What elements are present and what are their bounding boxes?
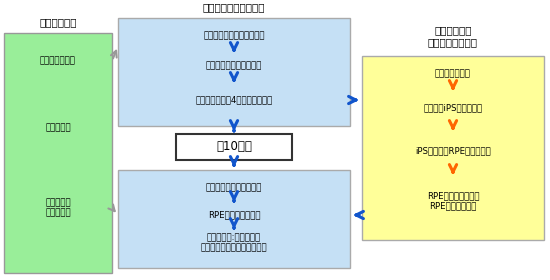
FancyBboxPatch shape [176, 134, 292, 160]
Text: RPE細胞を増やして
RPEシートを作製: RPE細胞を増やして RPEシートを作製 [427, 191, 479, 211]
Text: 適格性の検査・二次登録: 適格性の検査・二次登録 [206, 183, 262, 193]
Text: 適格性の検査・一次登録: 適格性の検査・一次登録 [206, 62, 262, 71]
Text: 患者由来iPS細胞の作製: 患者由来iPS細胞の作製 [424, 104, 482, 113]
Text: 先端医療センター病院: 先端医療センター病院 [203, 2, 265, 12]
Text: 中央市民病院: 中央市民病院 [39, 17, 77, 27]
Text: 観察と評価:移植後１年
観察終了後３年まで追跡調査: 観察と評価:移植後１年 観察終了後３年まで追跡調査 [201, 233, 267, 253]
Text: 対象患者の選定: 対象患者の選定 [40, 57, 76, 66]
FancyBboxPatch shape [4, 33, 112, 273]
Text: 一部の検査: 一部の検査 [45, 123, 71, 132]
FancyBboxPatch shape [118, 170, 350, 268]
Text: 皮膚細胞の培養: 皮膚細胞の培養 [435, 69, 471, 78]
Text: 術中術後の
緊急時対応: 術中術後の 緊急時対応 [45, 198, 71, 218]
Text: 理化学研究所
（細胞培養施設）: 理化学研究所 （細胞培養施設） [428, 25, 478, 47]
Text: 臨床研究の説明・同意取得: 臨床研究の説明・同意取得 [204, 32, 265, 41]
FancyBboxPatch shape [362, 56, 544, 240]
Text: RPEシート移植手術: RPEシート移植手術 [208, 211, 260, 220]
Text: 上腕部より直径4㎜皮膚組織採取: 上腕部より直径4㎜皮膚組織採取 [195, 95, 273, 104]
Text: 約10ヵ月: 約10ヵ月 [216, 141, 252, 153]
Text: iPS細胞からRPE細胞を作製: iPS細胞からRPE細胞を作製 [415, 146, 491, 155]
FancyBboxPatch shape [118, 18, 350, 126]
